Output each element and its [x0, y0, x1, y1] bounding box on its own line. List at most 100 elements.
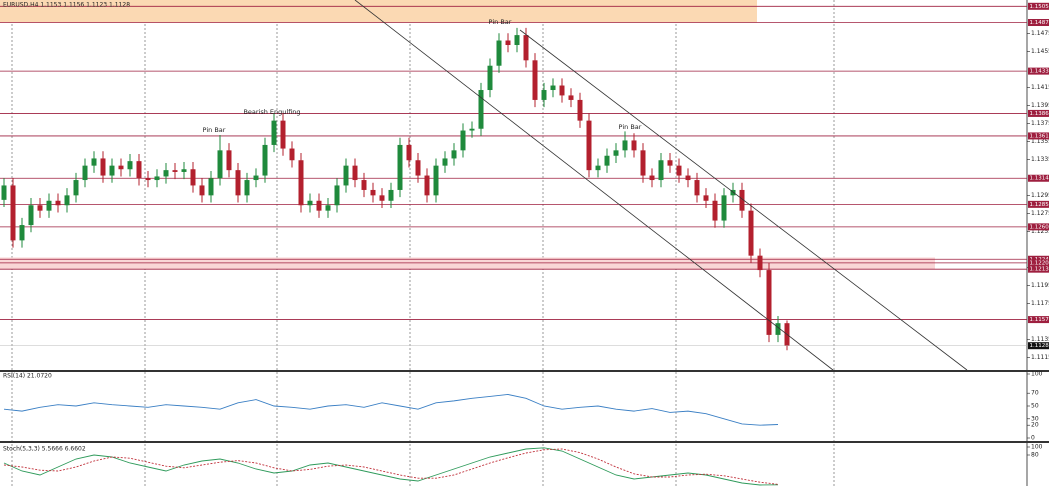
candle-body [10, 185, 16, 241]
panel-divider [0, 441, 1049, 443]
candle-body [307, 200, 313, 206]
candle-body [568, 95, 574, 100]
candle-body [685, 175, 691, 181]
y-tick-label: 1.1475 [1031, 30, 1049, 37]
indicator-panel [3, 394, 779, 426]
price-zone [0, 0, 757, 23]
level-label-bg [1028, 259, 1049, 267]
y-tick-label: 30 [1031, 415, 1039, 422]
candle-body [172, 170, 178, 172]
level-label: 1.1220 [1030, 260, 1049, 266]
stoch-title: Stoch(5,3,3) 5.5666 6.6602 [3, 446, 86, 453]
level-label: 1.1213 [1030, 267, 1049, 273]
annotation: Bearish Engulfing [243, 108, 300, 116]
level-label-bg [1028, 19, 1049, 27]
y-tick-label: 1.1175 [1031, 300, 1049, 307]
y-tick-label: 100 [1031, 444, 1043, 451]
candle-body [271, 120, 277, 145]
candle-body [316, 200, 322, 211]
y-tick-label: 1.1195 [1031, 282, 1049, 289]
candle-body [433, 165, 439, 196]
y-tick-label: 1.1255 [1031, 228, 1049, 235]
candle-body [388, 189, 394, 201]
candle-body [91, 158, 97, 166]
level-label: 1.1433 [1030, 69, 1049, 75]
candle-body [748, 210, 754, 256]
level-label-bg [1028, 200, 1049, 208]
candle-body [541, 90, 547, 100]
candle-body [64, 195, 70, 206]
candle-body [163, 170, 169, 177]
candle-body [361, 180, 367, 190]
candle-body [325, 205, 331, 211]
candle-body [613, 150, 619, 156]
candle-body [352, 165, 358, 181]
level-label-bg [1028, 265, 1049, 273]
candle-body [82, 165, 88, 181]
y-tick-label: 0 [1031, 435, 1035, 442]
y-tick-label: 1.1455 [1031, 48, 1049, 55]
candle-body [379, 195, 385, 201]
indicator-line [3, 394, 779, 426]
candle-body [145, 178, 151, 181]
candle-body [712, 200, 718, 221]
candle-body [280, 120, 286, 149]
last-price-label: 1.1128 [1030, 343, 1049, 349]
candle-body [604, 155, 610, 166]
candle-body [640, 150, 646, 176]
candle-body [595, 165, 601, 171]
candle-body [109, 165, 115, 176]
panel-divider [0, 370, 1049, 372]
y-tick-label: 1.1135 [1031, 336, 1049, 343]
y-tick-label: 1.1355 [1031, 138, 1049, 145]
indicator-line [3, 447, 779, 486]
candle-body [343, 165, 349, 186]
candle-body [415, 160, 421, 176]
candle-body [190, 169, 196, 186]
candle-body [514, 35, 520, 46]
candle-body [244, 180, 250, 196]
candle-body [298, 160, 304, 206]
candle-body [766, 270, 772, 335]
candle-body [28, 205, 34, 226]
indicator-line [3, 448, 779, 485]
level-label: 1.1487 [1030, 20, 1049, 26]
level-label-bg [1028, 132, 1049, 140]
level-label: 1.1260 [1030, 224, 1049, 230]
chart-title: EURUSD,H4 1.1153 1.1156 1.1123 1.1128 [3, 2, 130, 9]
candle-body [622, 140, 628, 151]
y-tick-label: 70 [1031, 390, 1039, 397]
candle-body [370, 189, 376, 196]
candle-body [262, 144, 268, 176]
level-label-bg [1028, 2, 1049, 10]
candle-body [181, 169, 187, 172]
channel-line [519, 29, 968, 371]
level-label: 1.1285 [1030, 202, 1049, 208]
annotation: Pin Bar [619, 123, 642, 131]
candle-body [451, 150, 457, 159]
candle-body [667, 160, 673, 166]
candle-body [424, 175, 430, 196]
candle-body [496, 40, 502, 66]
candle-body [775, 323, 781, 335]
price-zone [0, 257, 935, 270]
y-tick-label: 1.1115 [1031, 354, 1049, 361]
candle-body [334, 185, 340, 206]
y-tick-label: 50 [1031, 403, 1039, 410]
level-label-bg [1028, 67, 1049, 75]
candle-body [631, 140, 637, 151]
y-tick-label: 1.1275 [1031, 210, 1049, 217]
candle-body [46, 200, 52, 211]
indicator-panel [3, 447, 779, 486]
rsi-title: RSI(14) 21.0720 [3, 373, 52, 380]
candle-body [559, 85, 565, 96]
candle-body [73, 180, 79, 196]
level-label-bg [1028, 223, 1049, 231]
candle-body [100, 158, 106, 176]
last-price-bg [1028, 342, 1049, 350]
level-label-bg [1028, 174, 1049, 182]
candle-body [397, 144, 403, 190]
candle-body [658, 160, 664, 181]
y-tick-label: 100 [1031, 371, 1043, 378]
